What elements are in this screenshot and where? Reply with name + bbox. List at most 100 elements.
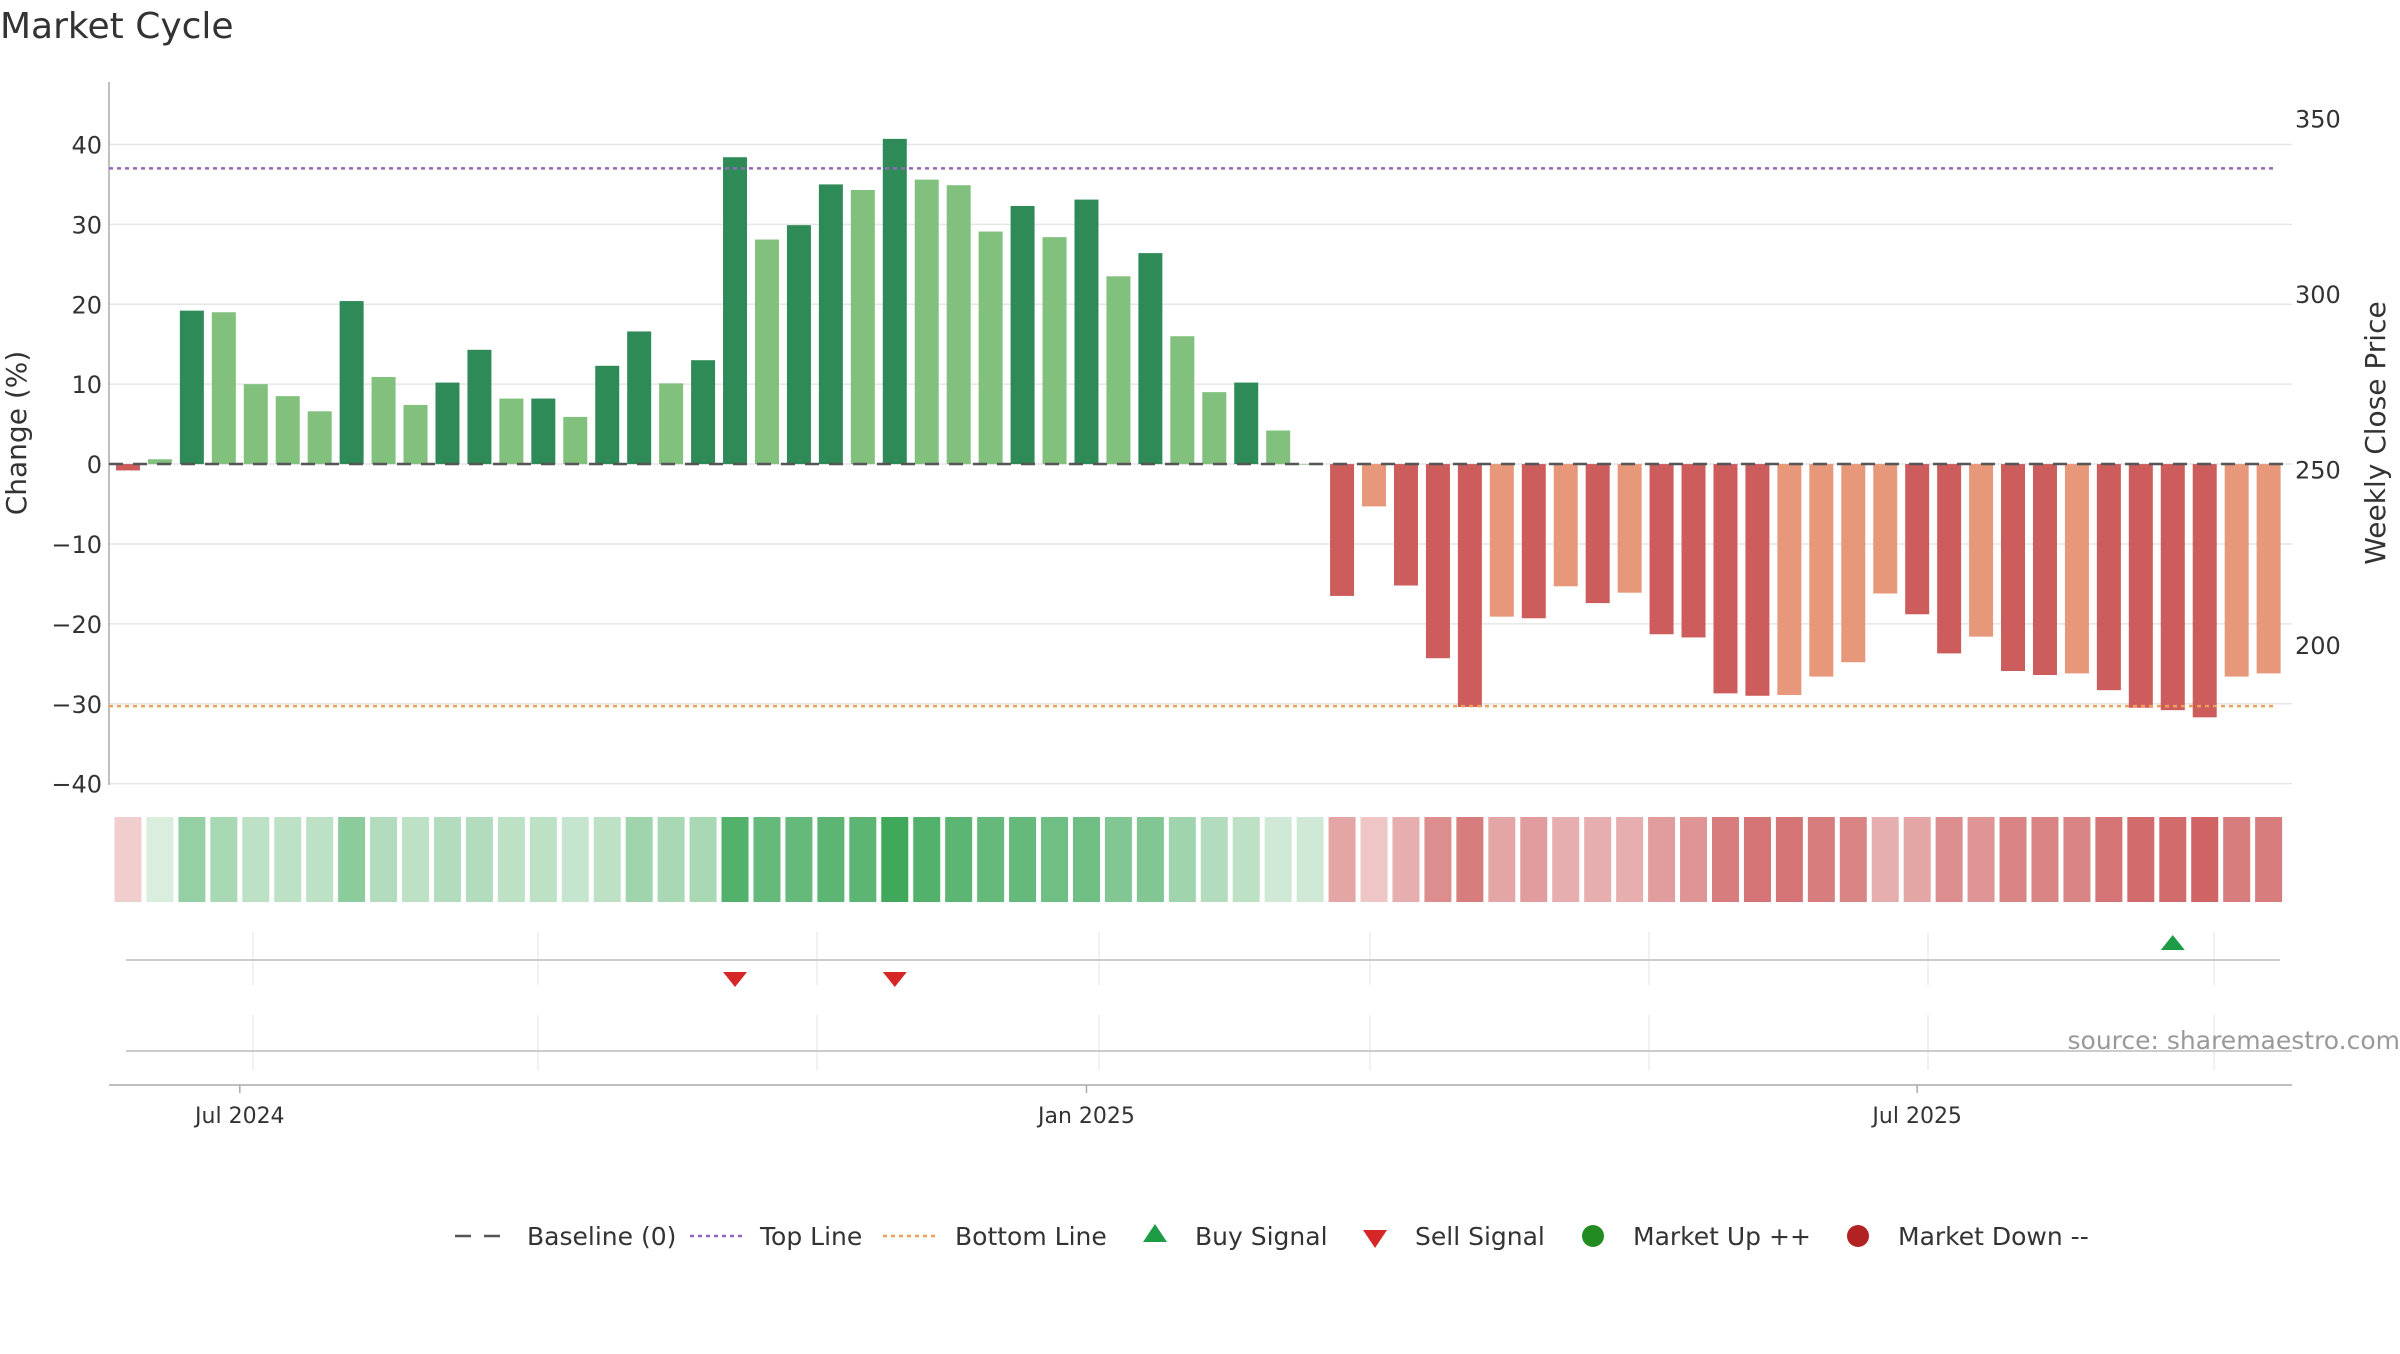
strip-cell <box>594 817 621 902</box>
change-bar <box>787 225 811 464</box>
change-bar <box>1458 464 1482 707</box>
strip-cell <box>2127 817 2154 902</box>
strip-cell <box>2000 817 2027 902</box>
chart-title: Market Cycle <box>0 6 234 47</box>
change-bar <box>563 417 587 464</box>
change-bar <box>1745 464 1769 696</box>
y-tick-label: 20 <box>71 291 102 319</box>
change-bar <box>2097 464 2121 690</box>
strip-cell <box>1041 817 1068 902</box>
change-bar <box>2161 464 2185 710</box>
buy-signal-marker <box>2161 935 2185 950</box>
triangle-down-icon <box>1363 1230 1387 1248</box>
change-bar <box>1682 464 1706 637</box>
change-bar <box>1969 464 1993 637</box>
strip-cell <box>658 817 685 902</box>
change-bar <box>947 185 971 464</box>
change-bar <box>819 184 843 464</box>
change-bar <box>2257 464 2281 673</box>
change-bar <box>1905 464 1929 614</box>
change-bar <box>1074 200 1098 464</box>
strip-cell <box>1744 817 1771 902</box>
strip-cell <box>2223 817 2250 902</box>
change-bar <box>979 232 1003 465</box>
strip-cell <box>1616 817 1643 902</box>
y-tick-label: 10 <box>71 371 102 399</box>
green-circle-icon <box>1582 1225 1604 1247</box>
change-bar <box>659 383 683 464</box>
change-bar <box>1873 464 1897 593</box>
strip-cell <box>1680 817 1707 902</box>
strip-cell <box>274 817 301 902</box>
change-bar <box>1330 464 1354 596</box>
strip-cell <box>2255 817 2282 902</box>
change-bar <box>1011 206 1035 464</box>
change-bar <box>851 190 875 464</box>
change-bar <box>2193 464 2217 717</box>
change-bar <box>1266 431 1290 465</box>
change-bar <box>1394 464 1418 585</box>
y-tick-label: 30 <box>71 211 102 239</box>
strip-cell <box>466 817 493 902</box>
strip-cell <box>306 817 333 902</box>
y-tick-label: 40 <box>71 131 102 159</box>
strip-cell <box>945 817 972 902</box>
strip-cell <box>1584 817 1611 902</box>
change-bar <box>1426 464 1450 658</box>
strip-cell <box>1137 817 1164 902</box>
strip-cell <box>1776 817 1803 902</box>
change-bar <box>404 405 428 464</box>
change-bar <box>2001 464 2025 671</box>
strip-cell <box>785 817 812 902</box>
strip-cell <box>1009 817 1036 902</box>
change-bar <box>1043 237 1067 464</box>
strip-cell <box>370 817 397 902</box>
bars <box>116 139 2281 717</box>
change-bar <box>1809 464 1833 677</box>
strip-cell <box>1424 817 1451 902</box>
legend-label: Sell Signal <box>1415 1222 1545 1251</box>
strip-cell <box>1936 817 1963 902</box>
strip-cell <box>1297 817 1324 902</box>
strip-cell <box>530 817 557 902</box>
y2-tick-label: 200 <box>2295 632 2341 660</box>
sell-signal-marker <box>723 972 747 987</box>
change-bar <box>308 411 332 464</box>
change-bar <box>1650 464 1674 634</box>
change-bar <box>1170 336 1194 464</box>
strip-cell <box>1073 817 1100 902</box>
strip-cell <box>1648 817 1675 902</box>
legend-label: Baseline (0) <box>527 1222 676 1251</box>
change-bar <box>435 383 459 464</box>
triangle-up-icon <box>1143 1224 1167 1242</box>
strip-cell <box>626 817 653 902</box>
change-bar <box>1618 464 1642 593</box>
legend-label: Bottom Line <box>955 1222 1107 1251</box>
strip-cell <box>1968 817 1995 902</box>
strip-cell <box>402 817 429 902</box>
y-axis-label: Change (%) <box>0 351 33 516</box>
change-bar <box>180 311 204 464</box>
change-bar <box>499 399 523 465</box>
strip-cell <box>1169 817 1196 902</box>
change-bar <box>2129 464 2153 708</box>
y2-tick-label: 300 <box>2295 281 2341 309</box>
strip-cell <box>977 817 1004 902</box>
change-bar <box>467 350 491 464</box>
strip-cell <box>242 817 269 902</box>
strip-cell <box>1712 817 1739 902</box>
source-credit: source: sharemaestro.com <box>2068 1026 2400 1055</box>
change-bar <box>531 399 555 465</box>
strip-cell <box>2159 817 2186 902</box>
y2-axis-label: Weekly Close Price <box>2359 301 2392 564</box>
strip-cell <box>1105 817 1132 902</box>
strip-cell <box>1392 817 1419 902</box>
strip-cell <box>817 817 844 902</box>
change-bar <box>340 301 364 464</box>
sell-signal-marker <box>883 972 907 987</box>
